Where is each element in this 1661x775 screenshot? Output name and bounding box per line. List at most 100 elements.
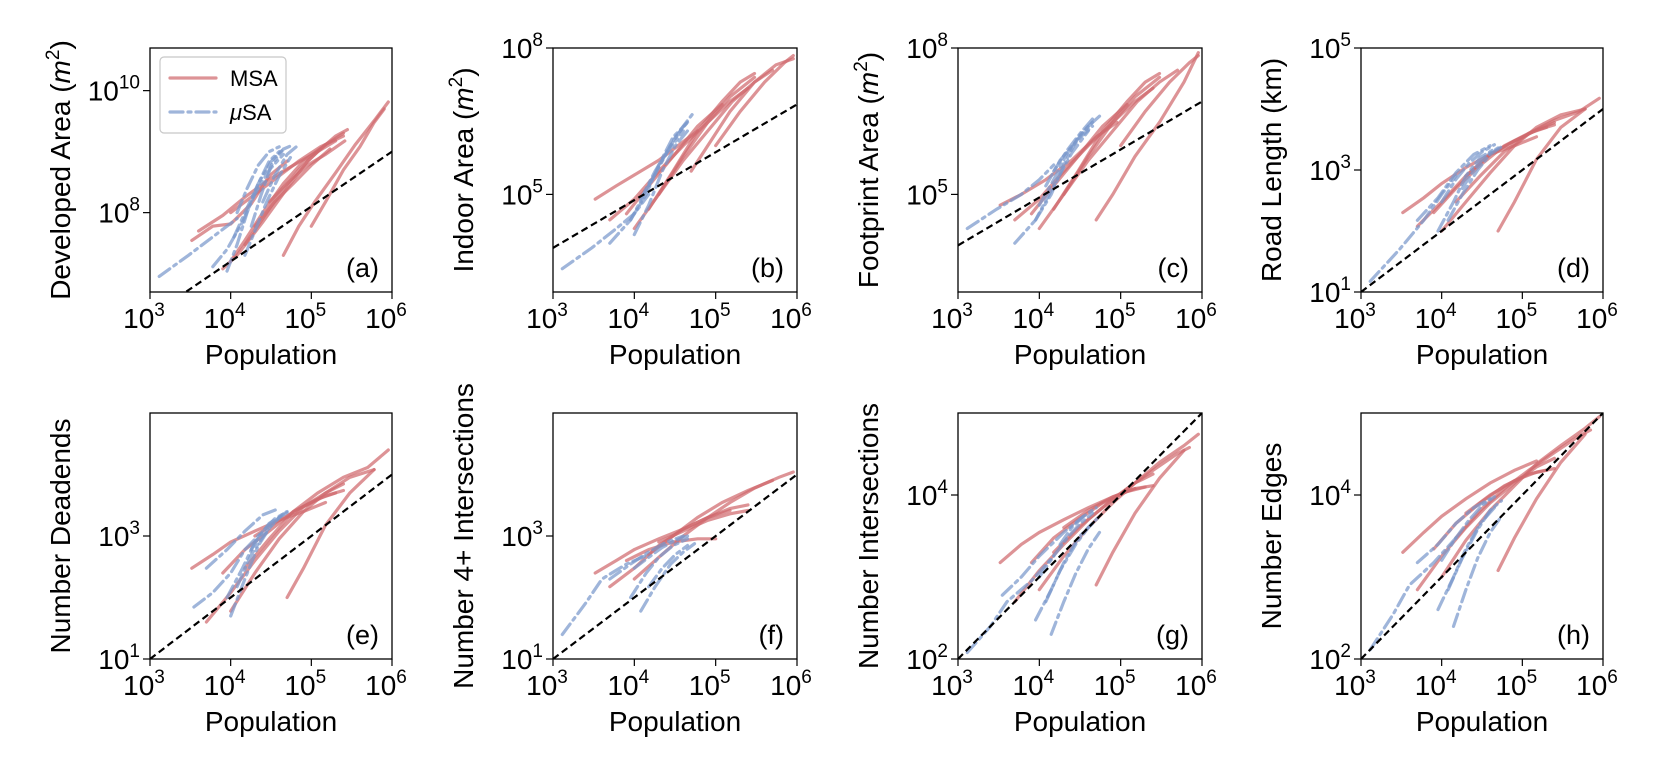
axes-frame <box>957 412 1203 660</box>
y-tick-label: 108 <box>98 195 140 229</box>
plot-lines <box>553 470 797 659</box>
usa-series-line <box>261 143 301 204</box>
usa-series-line <box>249 143 295 228</box>
y-tick-label: 103 <box>98 518 140 552</box>
x-tick-label: 105 <box>689 300 731 334</box>
x-tick-label: 105 <box>1094 667 1136 701</box>
axes-frame <box>149 47 393 293</box>
reference-dashed-line <box>553 103 797 249</box>
y-tick-label: 104 <box>906 477 948 511</box>
panel-a: 103 104 105 106 108 1010 Population Developed A… <box>43 40 407 370</box>
x-axis-label: Population <box>609 706 741 737</box>
x-tick-label: 104 <box>1415 300 1457 334</box>
x-tick-label: 106 <box>1175 667 1217 701</box>
x-tick-label: 105 <box>1495 667 1537 701</box>
panel-label: (a) <box>346 253 379 283</box>
msa-series-line <box>229 468 376 613</box>
panel-c: 103 104 105 106 105 108 Population Footprint Ar… <box>851 30 1217 370</box>
reference-dashed-line <box>553 473 797 659</box>
y-tick-label: 108 <box>501 30 543 64</box>
msa-series-line <box>243 448 390 570</box>
legend-usa-label: μSA <box>229 100 272 125</box>
usa-series-line <box>1446 499 1503 592</box>
usa-series-line <box>1440 143 1496 204</box>
y-tick-label: 105 <box>501 176 543 210</box>
panel-label: (f) <box>759 620 784 650</box>
msa-series-line <box>1094 51 1200 222</box>
usa-series-line <box>243 155 292 257</box>
usa-series-line <box>1058 506 1098 546</box>
usa-series-line <box>1415 144 1492 222</box>
y-tick-label: 108 <box>906 30 948 64</box>
plot-lines <box>1361 413 1603 659</box>
panel-label: (g) <box>1156 620 1189 650</box>
msa-series-line <box>1013 472 1155 604</box>
x-tick-label: 106 <box>770 667 812 701</box>
msa-series-line <box>1094 448 1186 587</box>
usa-series-line <box>1037 511 1095 579</box>
x-axis-label: Population <box>1416 339 1548 370</box>
x-tick-label: 106 <box>1576 300 1618 334</box>
x-tick-label: 104 <box>1012 667 1054 701</box>
usa-series-line <box>1446 145 1503 222</box>
x-tick-label: 105 <box>1495 300 1537 334</box>
x-tick-label: 105 <box>689 667 731 701</box>
usa-series-line <box>192 529 265 609</box>
msa-series-line <box>1496 432 1587 573</box>
usa-series-line <box>629 537 690 600</box>
msa-series-line <box>657 508 750 544</box>
msa-series-line <box>309 107 386 228</box>
usa-series-line <box>1052 117 1095 173</box>
y-axis-label: Footprint Area (m2) <box>851 52 884 288</box>
plot-lines <box>157 100 392 292</box>
x-tick-label: 105 <box>284 667 326 701</box>
x-axis-label: Population <box>1416 706 1548 737</box>
x-tick-label: 104 <box>1012 300 1054 334</box>
x-axis-label: Population <box>205 339 337 370</box>
usa-series-line <box>1415 497 1492 565</box>
msa-series-line <box>1119 54 1200 148</box>
usa-series-line <box>204 506 281 570</box>
x-axis-label: Population <box>1014 339 1146 370</box>
usa-series-line <box>639 542 697 613</box>
usa-series-line <box>249 509 289 552</box>
legend-box <box>159 56 287 134</box>
axes-frame <box>552 47 798 293</box>
msa-series-line <box>1401 459 1539 554</box>
x-tick-label: 105 <box>284 300 326 334</box>
usa-series-line <box>608 534 685 581</box>
msa-series-line <box>1062 484 1155 530</box>
x-tick-label: 106 <box>770 300 812 334</box>
y-axis-label: Indoor Area (m2) <box>446 67 479 272</box>
usa-series-line <box>1044 514 1102 604</box>
x-tick-label: 104 <box>607 667 649 701</box>
reference-dashed-line <box>1361 108 1603 292</box>
msa-series-line <box>689 57 795 173</box>
y-tick-label: 105 <box>1309 30 1351 64</box>
axes-frame <box>957 47 1203 293</box>
usa-series-line <box>560 192 651 271</box>
usa-series-line <box>1436 147 1496 233</box>
reference-dashed-line <box>150 473 392 659</box>
reference-dashed-line <box>1361 413 1603 659</box>
msa-series-line <box>608 503 750 589</box>
msa-series-line <box>714 54 795 148</box>
y-axis-label: Number Edges <box>1256 443 1287 630</box>
msa-series-line <box>1062 68 1180 196</box>
y-axis-label: Number Deadends <box>45 418 76 653</box>
y-tick-label: 103 <box>501 518 543 552</box>
x-axis-label: Population <box>205 706 337 737</box>
usa-series-line <box>157 216 239 278</box>
usa-series-line <box>232 147 285 239</box>
axes-frame <box>1360 412 1604 660</box>
x-axis-label: Population <box>1014 706 1146 737</box>
y-axis-label: Road Length (km) <box>1256 58 1287 282</box>
x-tick-label: 106 <box>365 667 407 701</box>
x-tick-label: 106 <box>1576 667 1618 701</box>
plot-lines <box>150 448 392 659</box>
x-tick-label: 104 <box>204 667 246 701</box>
